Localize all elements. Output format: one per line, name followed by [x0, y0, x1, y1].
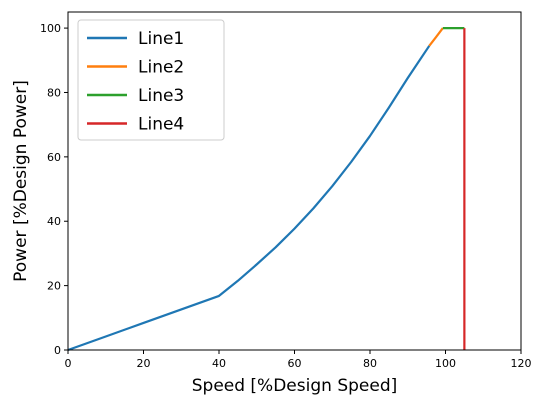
- legend-label-line1: Line1: [138, 29, 184, 49]
- series-line-line2: [428, 27, 444, 47]
- legend-label-line2: Line2: [138, 58, 184, 78]
- y-tick-label: 100: [40, 22, 61, 35]
- y-tick-label: 60: [47, 151, 61, 164]
- legend-label-line4: Line4: [138, 115, 184, 135]
- x-tick-label: 100: [435, 357, 456, 370]
- plot-lines: [67, 26, 466, 352]
- y-axis-label: Power [%Design Power]: [11, 80, 31, 282]
- series-line-line1: [67, 45, 431, 352]
- x-tick-label: 40: [212, 357, 226, 370]
- legend-label-line3: Line3: [138, 86, 184, 106]
- x-axis-ticks: 0 20 40 60 80 100 120: [65, 350, 532, 370]
- x-tick-label: 120: [511, 357, 532, 370]
- x-axis-label: Speed [%Design Speed]: [192, 376, 398, 396]
- y-tick-label: 80: [47, 86, 61, 99]
- x-tick-label: 60: [288, 357, 302, 370]
- x-tick-label: 20: [137, 357, 151, 370]
- legend-box: [77, 19, 225, 141]
- y-tick-label: 40: [47, 215, 61, 228]
- y-tick-label: 0: [54, 344, 61, 357]
- x-tick-label: 80: [363, 357, 377, 370]
- y-axis-ticks: 0 20 40 60 80 100: [40, 22, 68, 357]
- y-tick-label: 20: [47, 280, 61, 293]
- x-tick-label: 0: [65, 357, 72, 370]
- legend: Line1 Line2 Line3 Line4: [77, 19, 225, 141]
